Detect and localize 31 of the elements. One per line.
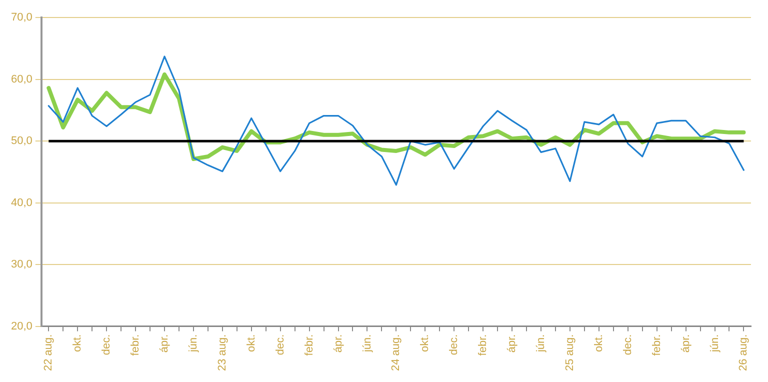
x-tick-label: dec.: [274, 334, 286, 356]
y-tick-label: 20,0: [10, 320, 32, 332]
x-tick-label: 25 aug.: [564, 334, 576, 371]
y-tick-label: 40,0: [10, 196, 32, 209]
x-tick-label: jún.: [535, 334, 548, 354]
x-tick-label: jún.: [187, 334, 200, 354]
x-tick-label: jún.: [361, 334, 374, 354]
x-tick-label: 23 aug.: [216, 334, 228, 371]
y-tick-label: 50,0: [10, 135, 32, 148]
x-tick-label: febr.: [303, 334, 316, 356]
x-tick-label: ápr.: [506, 334, 518, 353]
y-tick-label: 70,0: [10, 12, 32, 24]
x-tick-label: dec.: [448, 334, 460, 356]
x-tick-label: ápr.: [680, 334, 692, 353]
x-tick-label: 26 aug.: [738, 334, 750, 371]
y-tick-label: 60,0: [10, 73, 32, 86]
x-tick-label: okt.: [592, 334, 605, 352]
x-tick-label: jún.: [708, 334, 721, 354]
x-tick-label: 24 aug.: [390, 334, 402, 371]
x-tick-label: febr.: [650, 334, 663, 356]
x-tick-label: dec.: [100, 334, 113, 356]
y-tick-label: 30,0: [10, 258, 32, 271]
x-tick-label: okt.: [72, 334, 84, 352]
x-tick-label: 22 aug.: [42, 334, 55, 371]
x-tick-label: dec.: [622, 334, 634, 356]
x-tick-label: okt.: [419, 334, 432, 352]
x-tick-label: febr.: [130, 334, 142, 356]
x-tick-label: okt.: [245, 334, 258, 352]
x-tick-label: febr.: [477, 334, 490, 356]
x-tick-label: ápr.: [158, 334, 171, 353]
x-tick-label: ápr.: [332, 334, 344, 353]
